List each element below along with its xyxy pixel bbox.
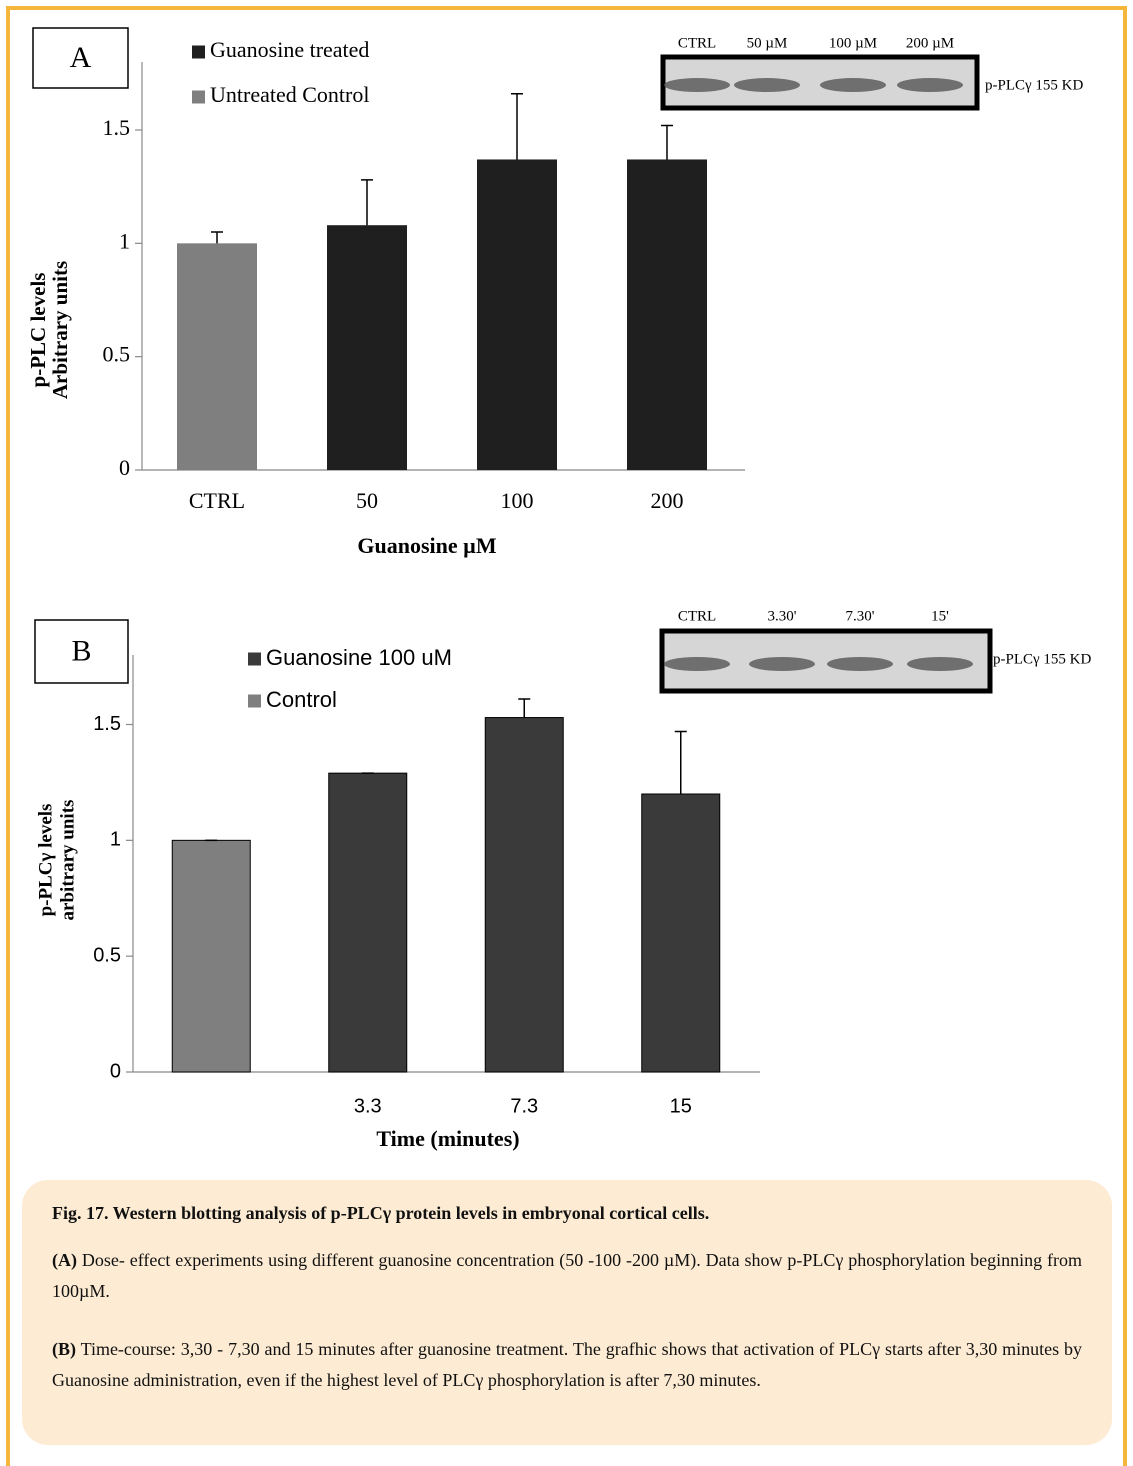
legend-label: Untreated Control: [210, 82, 369, 107]
y-axis-title: p-PLCγ levels: [35, 804, 56, 917]
blot-band: [827, 657, 893, 671]
caption-text: Time-course: 3,30 - 7,30 and 15 minutes …: [52, 1339, 1082, 1390]
blot-band: [897, 78, 963, 92]
legend-label: Guanosine treated: [210, 37, 369, 62]
y-tick-label: 0.5: [93, 944, 121, 966]
blot-band: [749, 657, 815, 671]
x-tick-label: 15: [670, 1095, 692, 1117]
bar: [642, 794, 720, 1072]
error-bar: [211, 232, 223, 243]
x-axis-title: Time (minutes): [376, 1126, 519, 1151]
legend-swatch: [192, 91, 205, 104]
panel-label: A: [70, 41, 92, 74]
error-bar: [661, 125, 673, 159]
y-tick-label: 0: [119, 455, 130, 480]
y-tick-label: 0: [110, 1060, 121, 1082]
legend-label: Guanosine 100 uM: [266, 645, 452, 670]
x-tick-label: 7.3: [510, 1095, 538, 1117]
blot-band: [664, 657, 730, 671]
bar: [172, 840, 250, 1072]
x-tick-label: 100: [501, 488, 534, 513]
blot-lane-label: 15': [931, 608, 949, 624]
caption-box: Fig. 17. Western blotting analysis of p-…: [22, 1180, 1112, 1445]
legend-swatch: [248, 695, 261, 708]
y-axis-title: Arbitrary units: [48, 261, 72, 399]
y-axis-title: p-PLC levels: [26, 273, 50, 388]
blot-band: [664, 78, 730, 92]
bar: [627, 159, 707, 470]
blot-band: [907, 657, 973, 671]
y-tick-label: 1.5: [93, 713, 121, 735]
blot-lane-label: CTRL: [678, 608, 716, 624]
bar: [177, 243, 257, 470]
bar: [477, 159, 557, 470]
blot-label: p-PLCγ 155 KD: [985, 77, 1083, 93]
bar: [329, 773, 407, 1072]
error-bar: [361, 180, 373, 225]
blot-lane-label: 7.30': [846, 608, 875, 624]
blot-lane-label: CTRL: [678, 35, 716, 51]
legend-label: Control: [266, 687, 337, 712]
blot-label: p-PLCγ 155 KD: [993, 651, 1091, 667]
caption-text: Dose- effect experiments using different…: [52, 1250, 1082, 1301]
bar: [485, 718, 563, 1072]
panel-label: B: [71, 634, 91, 667]
blot-lane-label: 200 µM: [906, 35, 954, 51]
caption-paragraph: (A) Dose- effect experiments using diffe…: [52, 1245, 1082, 1307]
bar: [327, 225, 407, 470]
blot-lane-label: 3.30': [768, 608, 797, 624]
y-tick-label: 0.5: [103, 342, 131, 367]
y-tick-label: 1: [110, 829, 121, 851]
caption-title: Fig. 17. Western blotting analysis of p-…: [52, 1198, 1082, 1229]
error-bar: [518, 699, 530, 718]
caption-label: (A): [52, 1250, 77, 1270]
legend-swatch: [248, 653, 261, 666]
x-axis-title: Guanosine µM: [357, 533, 496, 558]
blot-lane-label: 100 µM: [829, 35, 877, 51]
error-bar: [511, 94, 523, 160]
blot-lane-label: 50 µM: [747, 35, 788, 51]
x-tick-label: CTRL: [189, 488, 245, 513]
x-tick-label: 200: [651, 488, 684, 513]
blot-band: [734, 78, 800, 92]
x-tick-label: 50: [356, 488, 378, 513]
y-axis-title: arbitrary units: [57, 800, 78, 921]
blot-band: [820, 78, 886, 92]
y-tick-label: 1: [119, 228, 130, 253]
caption-label: (B): [52, 1339, 76, 1359]
page: {"chart_data": [ {"type": "bar", "panel"…: [0, 0, 1133, 1466]
legend-swatch: [192, 46, 205, 59]
y-tick-label: 1.5: [103, 115, 131, 140]
x-tick-label: 3.3: [354, 1095, 382, 1117]
caption-paragraph: (B) Time-course: 3,30 - 7,30 and 15 minu…: [52, 1334, 1082, 1396]
error-bar: [675, 731, 687, 794]
